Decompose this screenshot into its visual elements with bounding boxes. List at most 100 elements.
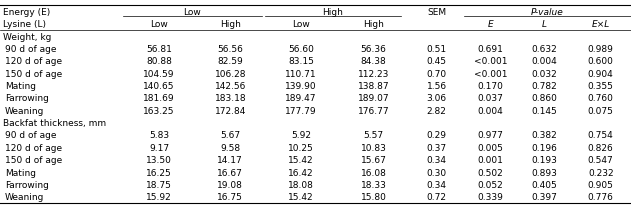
Text: 0.001: 0.001 bbox=[477, 155, 504, 164]
Text: 0.004: 0.004 bbox=[478, 106, 503, 115]
Text: 56.81: 56.81 bbox=[146, 45, 172, 54]
Text: 0.145: 0.145 bbox=[531, 106, 557, 115]
Text: 0.397: 0.397 bbox=[531, 192, 557, 201]
Text: Mating: Mating bbox=[5, 82, 36, 91]
Text: 0.405: 0.405 bbox=[531, 180, 557, 189]
Text: 0.893: 0.893 bbox=[531, 168, 557, 177]
Text: Low: Low bbox=[184, 8, 201, 17]
Text: 0.989: 0.989 bbox=[587, 45, 614, 54]
Text: 177.79: 177.79 bbox=[285, 106, 317, 115]
Text: 16.75: 16.75 bbox=[217, 192, 244, 201]
Text: 189.07: 189.07 bbox=[358, 94, 389, 103]
Text: 84.38: 84.38 bbox=[361, 57, 386, 66]
Text: 0.860: 0.860 bbox=[531, 94, 557, 103]
Text: Weaning: Weaning bbox=[5, 106, 44, 115]
Text: 120 d of age: 120 d of age bbox=[5, 143, 62, 152]
Text: 138.87: 138.87 bbox=[358, 82, 389, 91]
Text: 10.83: 10.83 bbox=[360, 143, 387, 152]
Text: 120 d of age: 120 d of age bbox=[5, 57, 62, 66]
Text: 140.65: 140.65 bbox=[143, 82, 175, 91]
Text: 0.760: 0.760 bbox=[587, 94, 614, 103]
Text: 2.82: 2.82 bbox=[427, 106, 447, 115]
Text: L: L bbox=[541, 20, 546, 29]
Text: 56.36: 56.36 bbox=[360, 45, 387, 54]
Text: 0.776: 0.776 bbox=[587, 192, 614, 201]
Text: 9.17: 9.17 bbox=[149, 143, 169, 152]
Text: <0.001: <0.001 bbox=[473, 69, 507, 78]
Text: 18.75: 18.75 bbox=[146, 180, 172, 189]
Text: 80.88: 80.88 bbox=[146, 57, 172, 66]
Text: Low: Low bbox=[292, 20, 310, 29]
Text: Farrowing: Farrowing bbox=[5, 94, 49, 103]
Text: 150 d of age: 150 d of age bbox=[5, 69, 62, 78]
Text: 5.67: 5.67 bbox=[220, 131, 240, 140]
Text: 0.72: 0.72 bbox=[427, 192, 447, 201]
Text: 0.037: 0.037 bbox=[477, 94, 504, 103]
Text: 5.92: 5.92 bbox=[291, 131, 311, 140]
Text: 0.51: 0.51 bbox=[427, 45, 447, 54]
Text: 0.232: 0.232 bbox=[588, 168, 613, 177]
Text: 0.600: 0.600 bbox=[587, 57, 614, 66]
Text: 139.90: 139.90 bbox=[285, 82, 317, 91]
Text: 0.193: 0.193 bbox=[531, 155, 557, 164]
Text: Lysine (L): Lysine (L) bbox=[3, 20, 45, 29]
Text: Weaning: Weaning bbox=[5, 192, 44, 201]
Text: 0.547: 0.547 bbox=[588, 155, 613, 164]
Text: 0.355: 0.355 bbox=[587, 82, 614, 91]
Text: 0.826: 0.826 bbox=[588, 143, 613, 152]
Text: 0.34: 0.34 bbox=[427, 180, 447, 189]
Text: 0.904: 0.904 bbox=[588, 69, 613, 78]
Text: 163.25: 163.25 bbox=[143, 106, 175, 115]
Text: 16.08: 16.08 bbox=[360, 168, 387, 177]
Text: 16.67: 16.67 bbox=[217, 168, 244, 177]
Text: 150 d of age: 150 d of age bbox=[5, 155, 62, 164]
Text: 172.84: 172.84 bbox=[215, 106, 246, 115]
Text: 0.782: 0.782 bbox=[531, 82, 557, 91]
Text: 83.15: 83.15 bbox=[288, 57, 314, 66]
Text: 15.42: 15.42 bbox=[288, 155, 314, 164]
Text: 0.45: 0.45 bbox=[427, 57, 447, 66]
Text: 0.34: 0.34 bbox=[427, 155, 447, 164]
Text: 0.004: 0.004 bbox=[531, 57, 557, 66]
Text: E×L: E×L bbox=[592, 20, 610, 29]
Text: 15.80: 15.80 bbox=[360, 192, 387, 201]
Text: 5.83: 5.83 bbox=[149, 131, 169, 140]
Text: 0.632: 0.632 bbox=[531, 45, 557, 54]
Text: P-value: P-value bbox=[531, 8, 563, 17]
Text: 176.77: 176.77 bbox=[358, 106, 389, 115]
Text: 10.25: 10.25 bbox=[288, 143, 314, 152]
Text: 0.30: 0.30 bbox=[427, 168, 447, 177]
Text: 0.905: 0.905 bbox=[587, 180, 614, 189]
Text: 0.70: 0.70 bbox=[427, 69, 447, 78]
Text: 16.42: 16.42 bbox=[288, 168, 314, 177]
Text: 82.59: 82.59 bbox=[218, 57, 243, 66]
Text: High: High bbox=[363, 20, 384, 29]
Text: 0.196: 0.196 bbox=[531, 143, 557, 152]
Text: 0.339: 0.339 bbox=[477, 192, 504, 201]
Text: 90 d of age: 90 d of age bbox=[5, 131, 57, 140]
Text: Backfat thickness, mm: Backfat thickness, mm bbox=[3, 118, 105, 128]
Text: 104.59: 104.59 bbox=[143, 69, 175, 78]
Text: 0.977: 0.977 bbox=[477, 131, 504, 140]
Text: 106.28: 106.28 bbox=[215, 69, 246, 78]
Text: 13.50: 13.50 bbox=[146, 155, 172, 164]
Text: 9.58: 9.58 bbox=[220, 143, 240, 152]
Text: 0.032: 0.032 bbox=[531, 69, 557, 78]
Text: <0.001: <0.001 bbox=[473, 57, 507, 66]
Text: 0.170: 0.170 bbox=[477, 82, 504, 91]
Text: Energy (E): Energy (E) bbox=[3, 8, 50, 17]
Text: 0.29: 0.29 bbox=[427, 131, 447, 140]
Text: 0.691: 0.691 bbox=[477, 45, 504, 54]
Text: 183.18: 183.18 bbox=[215, 94, 246, 103]
Text: 3.06: 3.06 bbox=[427, 94, 447, 103]
Text: High: High bbox=[220, 20, 241, 29]
Text: 0.502: 0.502 bbox=[478, 168, 503, 177]
Text: 0.052: 0.052 bbox=[478, 180, 503, 189]
Text: 5.57: 5.57 bbox=[363, 131, 384, 140]
Text: 15.67: 15.67 bbox=[360, 155, 387, 164]
Text: 18.08: 18.08 bbox=[288, 180, 314, 189]
Text: 16.25: 16.25 bbox=[146, 168, 172, 177]
Text: 112.23: 112.23 bbox=[358, 69, 389, 78]
Text: 142.56: 142.56 bbox=[215, 82, 246, 91]
Text: 181.69: 181.69 bbox=[143, 94, 175, 103]
